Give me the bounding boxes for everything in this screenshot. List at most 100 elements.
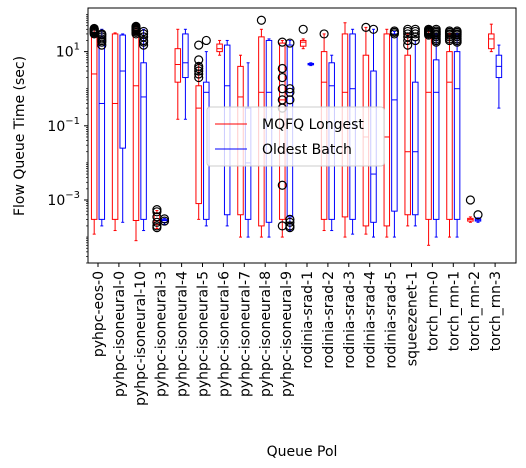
flier-point [285,84,295,94]
y-axis: 10−3 10−1 101 [47,14,88,264]
box-iqr [425,36,432,220]
x-tick-label: pyhpc-isoneural-9 [279,271,295,397]
box-iqr [446,51,453,220]
box-iqr [195,85,202,205]
legend-label-mqfq-longest: MQFQ Longest [262,117,364,133]
plot-frame [87,7,517,264]
box-oldest-torch_rnn-1 [453,33,461,238]
flier-point [139,29,149,39]
box-mqfq-pyhpc-isoneural-10 [132,25,140,242]
box-iqr [174,48,182,83]
box-oldest-torch_rnn-3 [495,44,503,109]
flier-point [285,214,295,224]
legend-frame [206,106,385,167]
box-iqr [488,33,495,50]
flier-point [319,29,329,39]
box-oldest-pyhpc-eos-0 [98,28,106,227]
x-tick-label: pyhpc-isoneural-7 [237,271,253,397]
flier-point [368,24,379,34]
box-iqr [111,33,119,220]
flier-point [152,221,162,231]
x-tick-label: pyhpc-isoneural-10 [133,271,149,406]
flier-point [285,217,295,227]
box-iqr [182,33,189,79]
flier-point [89,23,99,34]
box-mqfq-rodinia-srad-5 [383,28,391,238]
x-tick-label: rodinia-srad-1 [300,271,316,369]
x-tick-label: pyhpc-isoneural-6 [216,271,232,397]
y-tick-label: 10−3 [47,190,80,209]
flier-point [277,63,287,74]
box-oldest-pyhpc-isoneural-10 [140,28,147,232]
box-iqr [383,33,391,227]
x-tick-label: squeezenet-1 [405,271,421,366]
flier-point [139,26,149,37]
flier-point [410,35,420,46]
box-iqr [391,33,398,212]
x-axis-label: Queue Pol [267,444,338,460]
x-tick-label: pyhpc-isoneural-4 [175,271,191,397]
fliers-layer [89,15,483,233]
box-mqfq-torch_rnn-3 [488,23,495,53]
x-tick-label: pyhpc-eos-0 [91,271,107,357]
flier-point [131,21,141,31]
flier-point [452,26,462,36]
flier-point [97,29,107,39]
box-mqfq-pyhpc-isoneural-5 [195,62,202,220]
box-mqfq-torch_rnn-0 [425,30,432,246]
flier-point [256,15,266,25]
box-mqfq-torch_rnn-2 [467,216,474,223]
box-iqr [98,36,106,220]
box-mqfq-torch_rnn-1 [446,33,453,238]
box-oldest-pyhpc-isoneural-4 [182,28,189,120]
box-iqr [404,54,411,216]
box-oldest-rodinia-srad-1 [307,62,315,67]
box-mqfq-pyhpc-isoneural-0 [111,32,119,232]
x-tick-label: rodinia-srad-3 [342,271,358,369]
box-mqfq-squeezenet-1 [404,33,411,227]
flier-point [277,180,287,190]
flier-point [431,24,441,34]
flier-point [194,61,204,71]
box-oldest-squeezenet-1 [412,39,419,227]
legend-label-oldest-batch: Oldest Batch [262,142,352,158]
x-tick-label: rodinia-srad-5 [384,271,400,369]
box-iqr [216,43,223,53]
flier-point [194,55,204,65]
flier-point [201,35,211,46]
flier-point [389,26,399,36]
flier-point [465,195,475,205]
x-tick-label: pyhpc-isoneural-5 [196,271,212,397]
flier-point [285,221,295,231]
y-tick-label: 10−1 [47,116,80,135]
flier-point [152,205,162,215]
box-mqfq-pyhpc-isoneural-4 [174,28,182,120]
flier-point [194,66,204,76]
x-tick-label: pyhpc-isoneural-8 [258,271,274,397]
legend: MQFQ Longest Oldest Batch [206,106,385,167]
flier-point [159,214,170,224]
x-tick-label: torch_rnn-2 [467,271,483,351]
x-tick-label: rodinia-srad-4 [363,271,379,369]
x-tick-label: pyhpc-isoneural-0 [112,271,128,397]
box-mqfq-rodinia-srad-1 [299,38,307,50]
box-iqr [140,62,147,220]
flier-point [194,40,204,50]
box-oldest-pyhpc-isoneural-0 [119,33,126,223]
box-oldest-torch_rnn-0 [432,33,440,238]
flier-point [194,72,204,83]
flier-point [277,72,287,83]
box-mqfq-pyhpc-eos-0 [90,26,98,235]
box-iqr [132,33,140,221]
y-axis-label: Flow Queue Time (sec) [12,56,28,216]
flier-point [285,38,295,48]
box-iqr [90,36,98,220]
box-iqr [432,59,440,220]
flier-point [410,24,420,34]
y-tick-label: 101 [56,42,80,61]
x-tick-label: torch_rnn-1 [446,271,462,351]
flier-point [410,29,420,39]
box-iqr [119,34,126,149]
flier-point [139,35,149,46]
